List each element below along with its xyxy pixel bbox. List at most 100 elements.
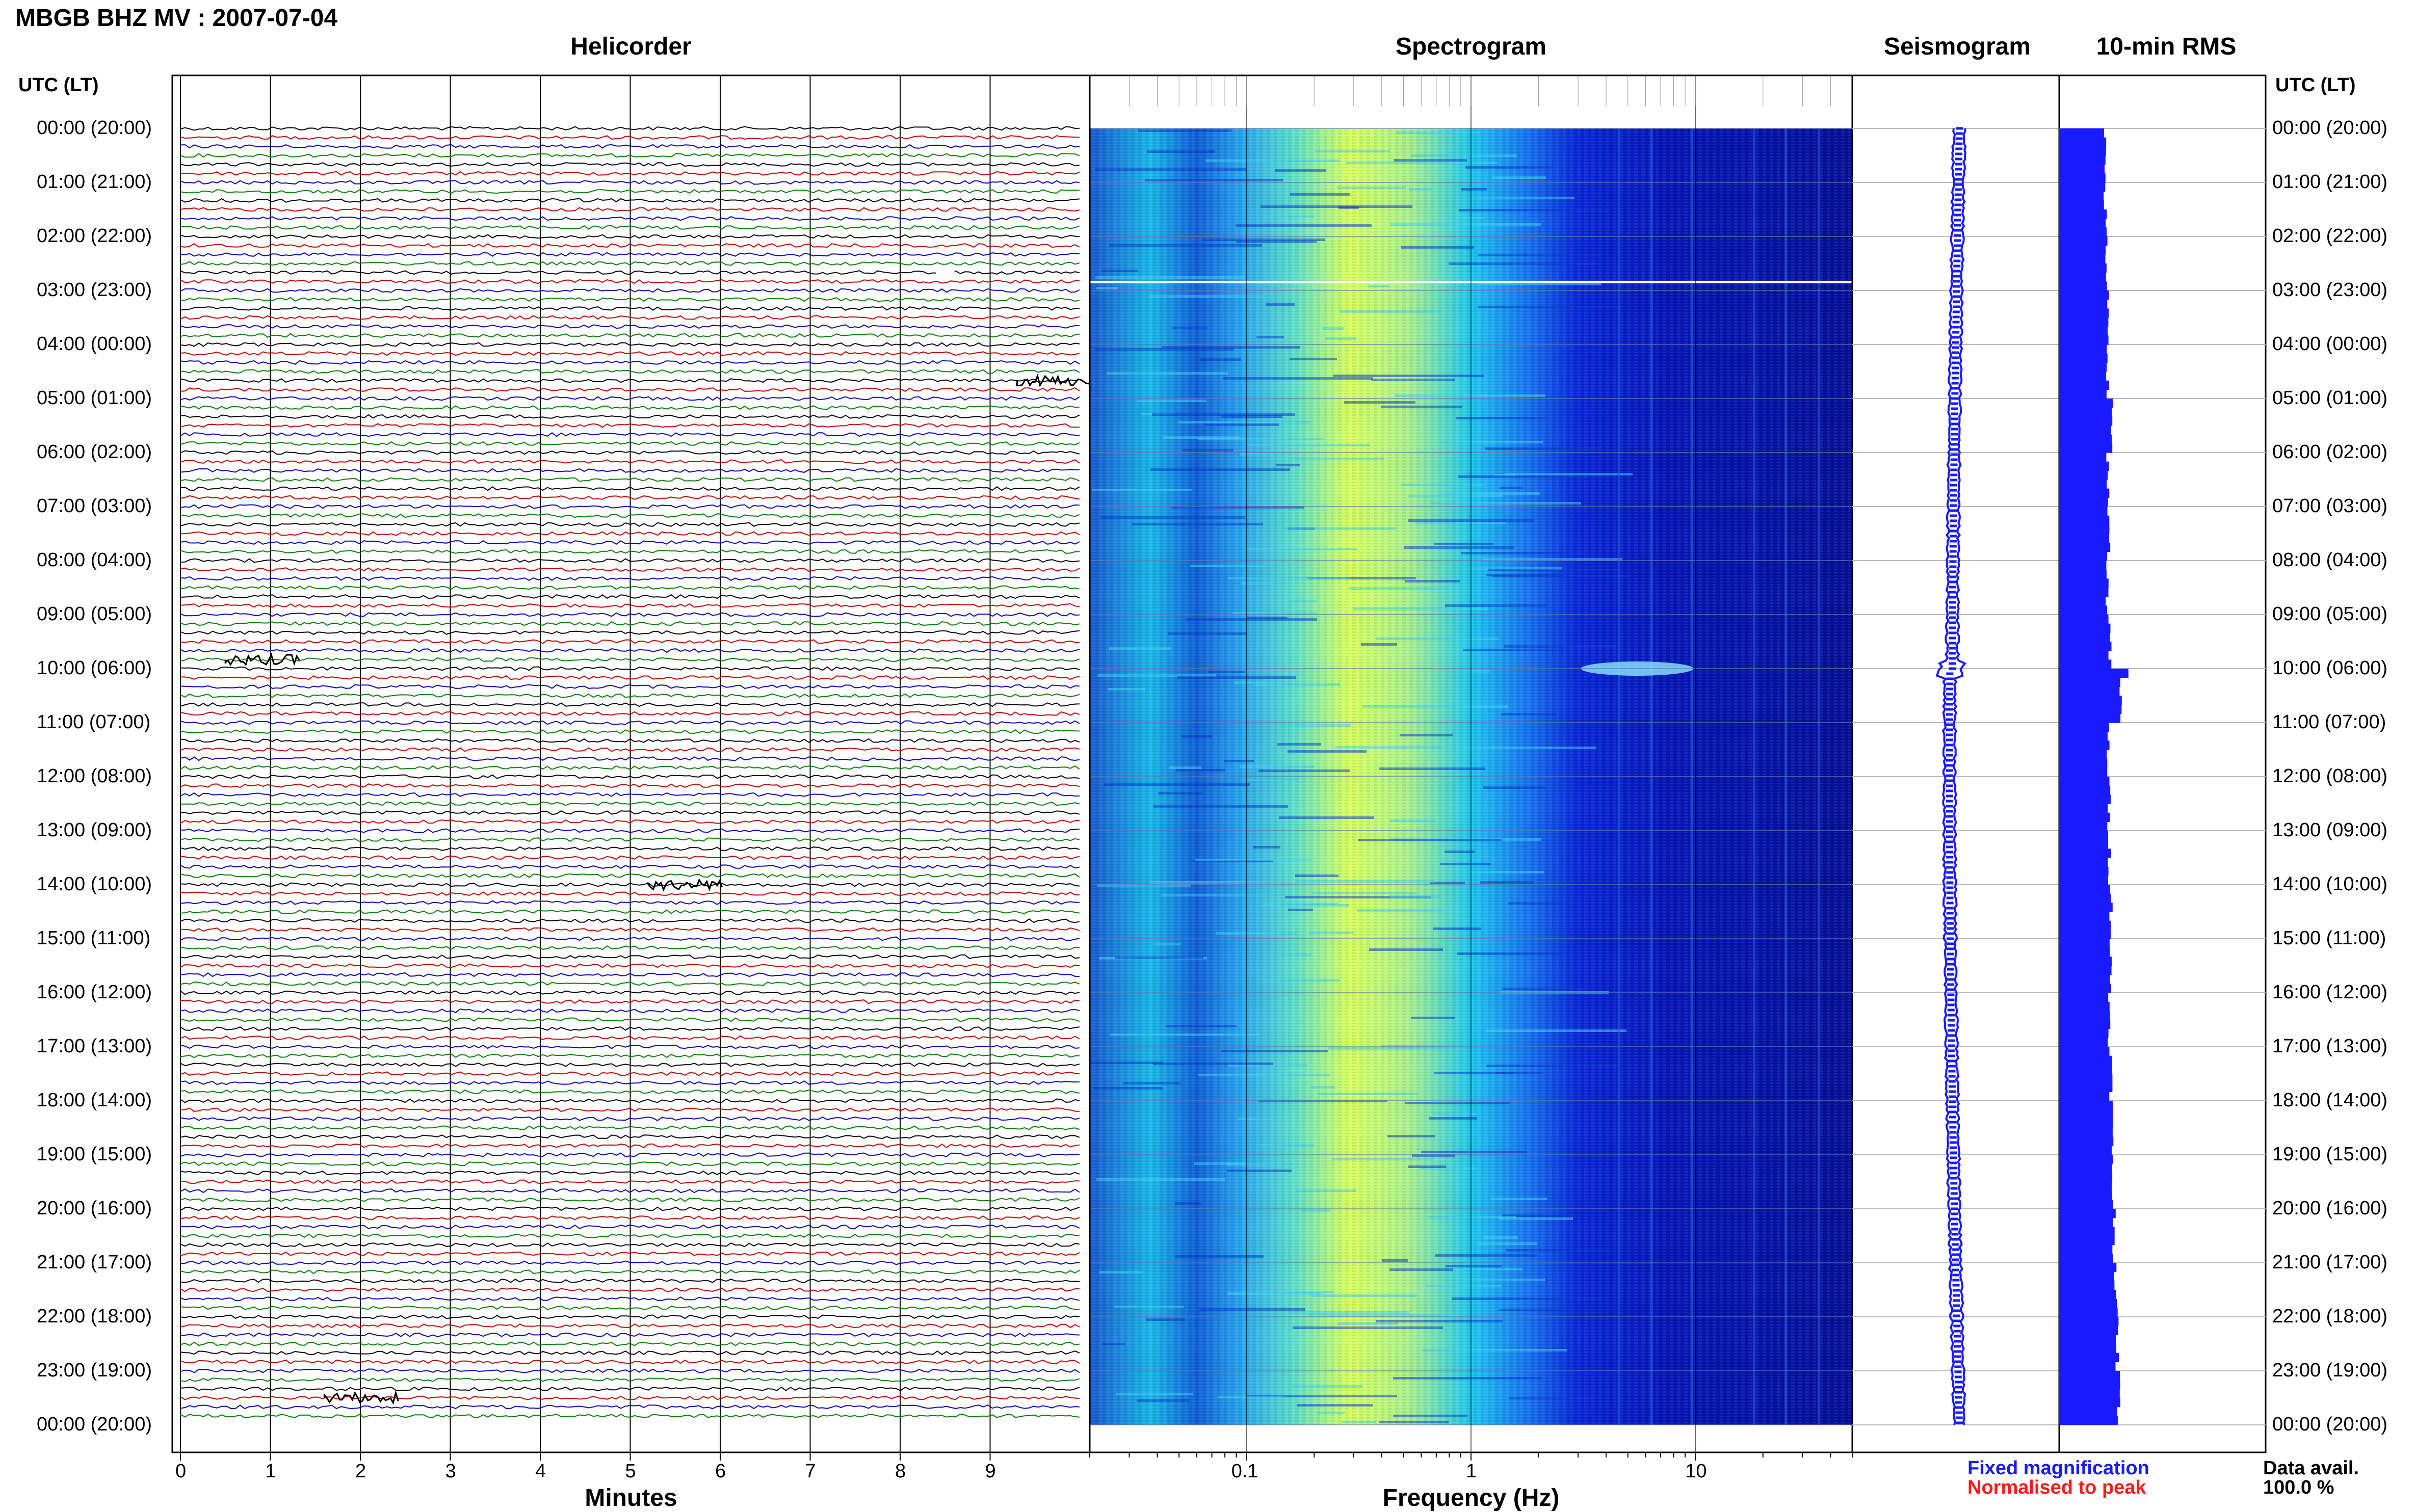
helicorder-trace [180, 864, 1080, 869]
helicorder-trace [180, 810, 1080, 815]
rms-bar [2059, 1011, 2110, 1020]
rms-bar [2059, 939, 2110, 948]
rms-bar [2059, 1281, 2115, 1290]
helicorder-trace [180, 297, 1080, 302]
helicorder-trace [180, 1080, 1080, 1085]
rms-bar [2059, 200, 2104, 210]
time-label-left: 14:00 (10:00) [37, 873, 152, 895]
time-label-right: 16:00 (12:00) [2272, 982, 2388, 1003]
helicorder-trace [180, 747, 1080, 752]
rms-bar [2059, 434, 2112, 444]
helicorder-trace [180, 369, 1080, 374]
helicorder-x-tick-label: 4 [535, 1461, 546, 1482]
rms-bar [2059, 1380, 2120, 1389]
helicorder-trace [180, 756, 1080, 761]
rms-bar [2059, 335, 2109, 345]
helicorder-trace [180, 1314, 1080, 1319]
rms-bar [2059, 1101, 2113, 1110]
rms-bar [2059, 399, 2113, 408]
helicorder-trace [180, 729, 1080, 734]
helicorder-trace [180, 225, 1080, 230]
helicorder-trace [180, 1134, 1080, 1139]
rms-bar [2059, 353, 2108, 363]
helicorder-trace [180, 396, 1080, 401]
helicorder-trace [180, 504, 1080, 509]
rms-title: 10-min RMS [2096, 33, 2237, 60]
time-label-right: 11:00 (07:00) [2272, 711, 2386, 733]
helicorder-trace [180, 720, 1080, 725]
rms-bar [2059, 182, 2106, 192]
time-label-left: 00:00 (20:00) [37, 1414, 152, 1435]
rms-bar [2059, 785, 2111, 795]
helicorder-x-tick-label: 8 [895, 1461, 906, 1482]
helicorder-trace [180, 126, 1080, 131]
helicorder-trace [180, 189, 1080, 194]
rms-panel [2058, 74, 2267, 1453]
spectrogram-x-tick-label: 0.1 [1231, 1461, 1258, 1482]
time-label-left: 19:00 (15:00) [37, 1144, 152, 1165]
time-label-left: 18:00 (14:00) [37, 1090, 152, 1111]
rms-bar [2059, 480, 2107, 489]
time-label-right: 07:00 (03:00) [2272, 495, 2388, 517]
helicorder-trace [180, 1161, 1080, 1166]
rms-bar [2059, 1155, 2113, 1164]
helicorder-trace [180, 738, 1080, 743]
rms-bar [2059, 290, 2109, 300]
rms-bar [2059, 569, 2107, 579]
rms-bar [2059, 137, 2107, 147]
helicorder-trace [180, 1278, 1080, 1283]
helicorder-trace [180, 837, 1080, 842]
helicorder-trace [180, 1152, 1080, 1157]
time-label-right: 08:00 (04:00) [2272, 549, 2388, 571]
helicorder-trace [180, 558, 1080, 563]
seismogram-envelope-left [1936, 128, 1956, 1425]
time-label-left: 05:00 (01:00) [37, 387, 152, 409]
rms-bar [2059, 1173, 2113, 1182]
time-label-left: 22:00 (18:00) [37, 1306, 152, 1327]
rms-bar [2059, 839, 2108, 849]
time-label-left: 04:00 (00:00) [37, 333, 152, 355]
rms-bar [2059, 1047, 2110, 1056]
rms-bar [2059, 615, 2109, 624]
helicorder-panel [171, 74, 1092, 1461]
rms-bar [2059, 1128, 2113, 1137]
helicorder-trace [180, 1242, 1080, 1248]
rms-bar [2059, 1407, 2117, 1416]
helicorder-trace [180, 1386, 1080, 1391]
rms-bar [2059, 677, 2120, 687]
rms-bar [2059, 1290, 2116, 1299]
helicorder-trace [180, 999, 1080, 1004]
helicorder-trace [180, 423, 1080, 428]
helicorder-trace [180, 531, 1080, 536]
rms-bar [2059, 1001, 2110, 1011]
helicorder-x-tick-label: 2 [355, 1461, 366, 1482]
rms-bar [2059, 831, 2108, 840]
time-label-right: 01:00 (21:00) [2272, 171, 2388, 193]
data-avail-value: 100.0 % [2263, 1477, 2334, 1498]
time-label-left: 17:00 (13:00) [37, 1036, 152, 1057]
helicorder-trace [180, 333, 1080, 338]
rms-bar [2059, 389, 2107, 399]
time-label-left: 01:00 (21:00) [37, 171, 152, 193]
helicorder-trace [180, 1350, 1080, 1356]
helicorder-trace [180, 846, 1080, 851]
rms-bar [2059, 974, 2110, 984]
helicorder-trace [180, 378, 1080, 383]
time-label-left: 00:00 (20:00) [37, 117, 152, 139]
helicorder-trace [180, 234, 1080, 239]
helicorder-trace [180, 1098, 1080, 1103]
helicorder-trace [180, 513, 1080, 518]
helicorder-trace [180, 882, 1080, 887]
rms-bar [2059, 957, 2112, 966]
rms-bar [2059, 1398, 2120, 1408]
helicorder-trace [180, 1224, 1080, 1229]
rms-bar [2059, 650, 2109, 660]
rms-bar [2059, 1317, 2119, 1327]
helicorder-trace [180, 936, 1080, 941]
helicorder-trace [180, 954, 1080, 959]
helicorder-trace [180, 1188, 1080, 1193]
rms-bar [2059, 272, 2106, 282]
helicorder-x-tick-label: 6 [715, 1461, 726, 1482]
rms-bar [2059, 758, 2108, 768]
helicorder-trace [180, 1116, 1080, 1121]
